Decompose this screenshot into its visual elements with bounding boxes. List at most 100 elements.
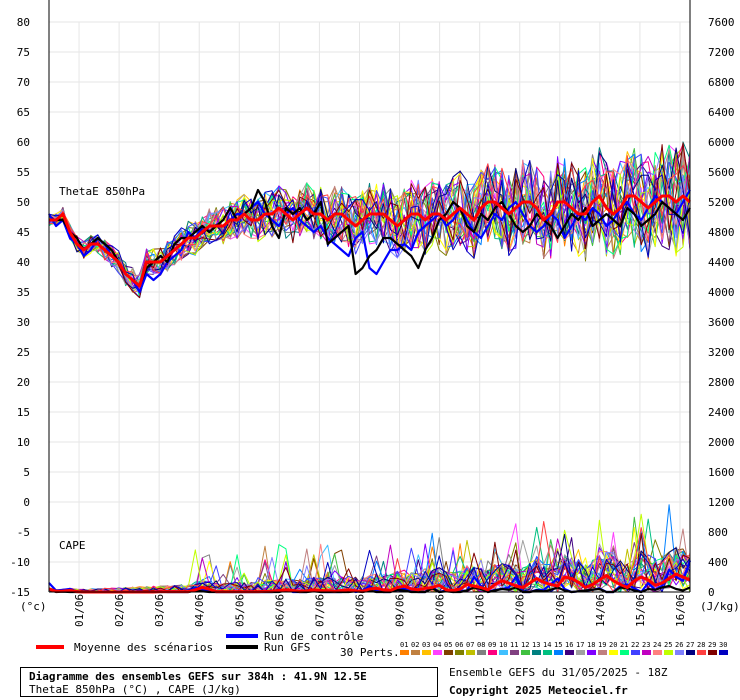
legend-member-number: 11 [510, 641, 518, 649]
legend-member-number: 28 [697, 641, 705, 649]
legend-member-number: 24 [653, 641, 661, 649]
member-30-cape-line [48, 549, 691, 593]
right-tick-label: 0 [708, 586, 715, 599]
left-tick-label: -10 [10, 556, 30, 569]
right-tick-label: 4400 [708, 256, 735, 269]
right-tick-label: 6000 [708, 136, 735, 149]
legend-member-number: 09 [488, 641, 496, 649]
x-tick-label: 10/06 [434, 594, 447, 627]
member-19-theta-line [48, 149, 691, 276]
legend-member-number: 03 [422, 641, 430, 649]
left-tick-label: 10 [17, 436, 30, 449]
run-info: Ensemble GEFS du 31/05/2025 - 18Z [449, 666, 668, 679]
x-tick-label: 06/06 [273, 594, 286, 627]
chart-title: Diagramme des ensembles GEFS sur 384h : … [29, 670, 367, 683]
left-tick-label: 65 [17, 106, 30, 119]
legend-member-number: 23 [642, 641, 650, 649]
right-tick-label: 2400 [708, 406, 735, 419]
left-tick-label: 20 [17, 376, 30, 389]
left-unit-label: (°c) [20, 600, 47, 613]
legend-member-swatch [664, 650, 673, 655]
x-tick-label: 05/06 [233, 594, 246, 627]
left-tick-label: 55 [17, 166, 30, 179]
x-tick-label: 01/06 [73, 594, 86, 627]
legend-member-number: 06 [455, 641, 463, 649]
legend-member-swatch [455, 650, 464, 655]
right-tick-label: 5200 [708, 196, 735, 209]
right-tick-label: 4000 [708, 286, 735, 299]
member-23-theta-line [48, 153, 691, 291]
right-tick-label: 2000 [708, 436, 735, 449]
legend-member-swatch [422, 650, 431, 655]
legend-member-number: 29 [708, 641, 716, 649]
legend-member-swatch [642, 650, 651, 655]
legend-member-number: 17 [576, 641, 584, 649]
legend-member-swatch [521, 650, 530, 655]
control-theta-line [48, 189, 691, 294]
legend-member-swatch [510, 650, 519, 655]
legend-member-swatch [598, 650, 607, 655]
right-tick-label: 2800 [708, 376, 735, 389]
legend-member-swatch [499, 650, 508, 655]
legend-member-number: 14 [543, 641, 551, 649]
legend-member-number: 20 [609, 641, 617, 649]
left-tick-label: 40 [17, 256, 30, 269]
legend-mean-label: Moyenne des scénarios [74, 641, 213, 654]
legend-member-swatch [653, 650, 662, 655]
copyright: Copyright 2025 Meteociel.fr [449, 684, 628, 697]
legend-member-swatch [466, 650, 475, 655]
grid-lines [49, 21, 690, 593]
x-tick-label: 13/06 [554, 594, 567, 627]
x-tick-label: 03/06 [153, 594, 166, 627]
legend-member-swatch [587, 650, 596, 655]
left-tick-label: 0 [23, 496, 30, 509]
legend-member-swatch [532, 650, 541, 655]
legend-member-swatch [576, 650, 585, 655]
legend-member-number: 21 [620, 641, 628, 649]
left-tick-label: 45 [17, 226, 30, 239]
right-unit-label: (J/kg) [700, 600, 740, 613]
info-box: Diagramme des ensembles GEFS sur 384h : … [20, 667, 438, 697]
x-tick-label: 09/06 [394, 594, 407, 627]
legend-member-swatch [609, 650, 618, 655]
left-tick-label: 70 [17, 76, 30, 89]
right-tick-label: 3200 [708, 346, 735, 359]
legend-member-number: 15 [554, 641, 562, 649]
legend-member-swatch [433, 650, 442, 655]
left-tick-label: 35 [17, 286, 30, 299]
member-24-theta-line [48, 159, 691, 293]
legend-member-swatch [631, 650, 640, 655]
legend-member-swatch [697, 650, 706, 655]
left-tick-label: 30 [17, 316, 30, 329]
x-tick-label: 12/06 [514, 594, 527, 627]
legend-member-number: 04 [433, 641, 441, 649]
x-tick-label: 16/06 [674, 594, 687, 627]
x-tick-label: 15/06 [634, 594, 647, 627]
legend-member-number: 13 [532, 641, 540, 649]
legend-member-number: 12 [521, 641, 529, 649]
legend-member-number: 26 [675, 641, 683, 649]
right-tick-label: 7600 [708, 16, 735, 29]
member-27-theta-line [48, 147, 691, 289]
left-tick-label: 25 [17, 346, 30, 359]
legend-member-number: 18 [587, 641, 595, 649]
legend-member-number: 08 [477, 641, 485, 649]
gfs-theta-line [49, 188, 691, 288]
legend-member-number: 22 [631, 641, 639, 649]
legend-member-number: 27 [686, 641, 694, 649]
x-tick-label: 02/06 [113, 594, 126, 627]
right-tick-label: 400 [708, 556, 728, 569]
left-tick-label: 75 [17, 46, 30, 59]
right-tick-label: 5600 [708, 166, 735, 179]
member-20-theta-line [48, 152, 691, 291]
legend-member-swatch [477, 650, 486, 655]
left-tick-label: 15 [17, 406, 30, 419]
right-tick-label: 4800 [708, 226, 735, 239]
member-28-theta-line [48, 155, 691, 295]
legend-member-number: 07 [466, 641, 474, 649]
x-tick-label: 08/06 [353, 594, 366, 627]
mean-theta-line [49, 194, 691, 288]
left-tick-label: -15 [10, 586, 30, 599]
right-tick-label: 1200 [708, 496, 735, 509]
